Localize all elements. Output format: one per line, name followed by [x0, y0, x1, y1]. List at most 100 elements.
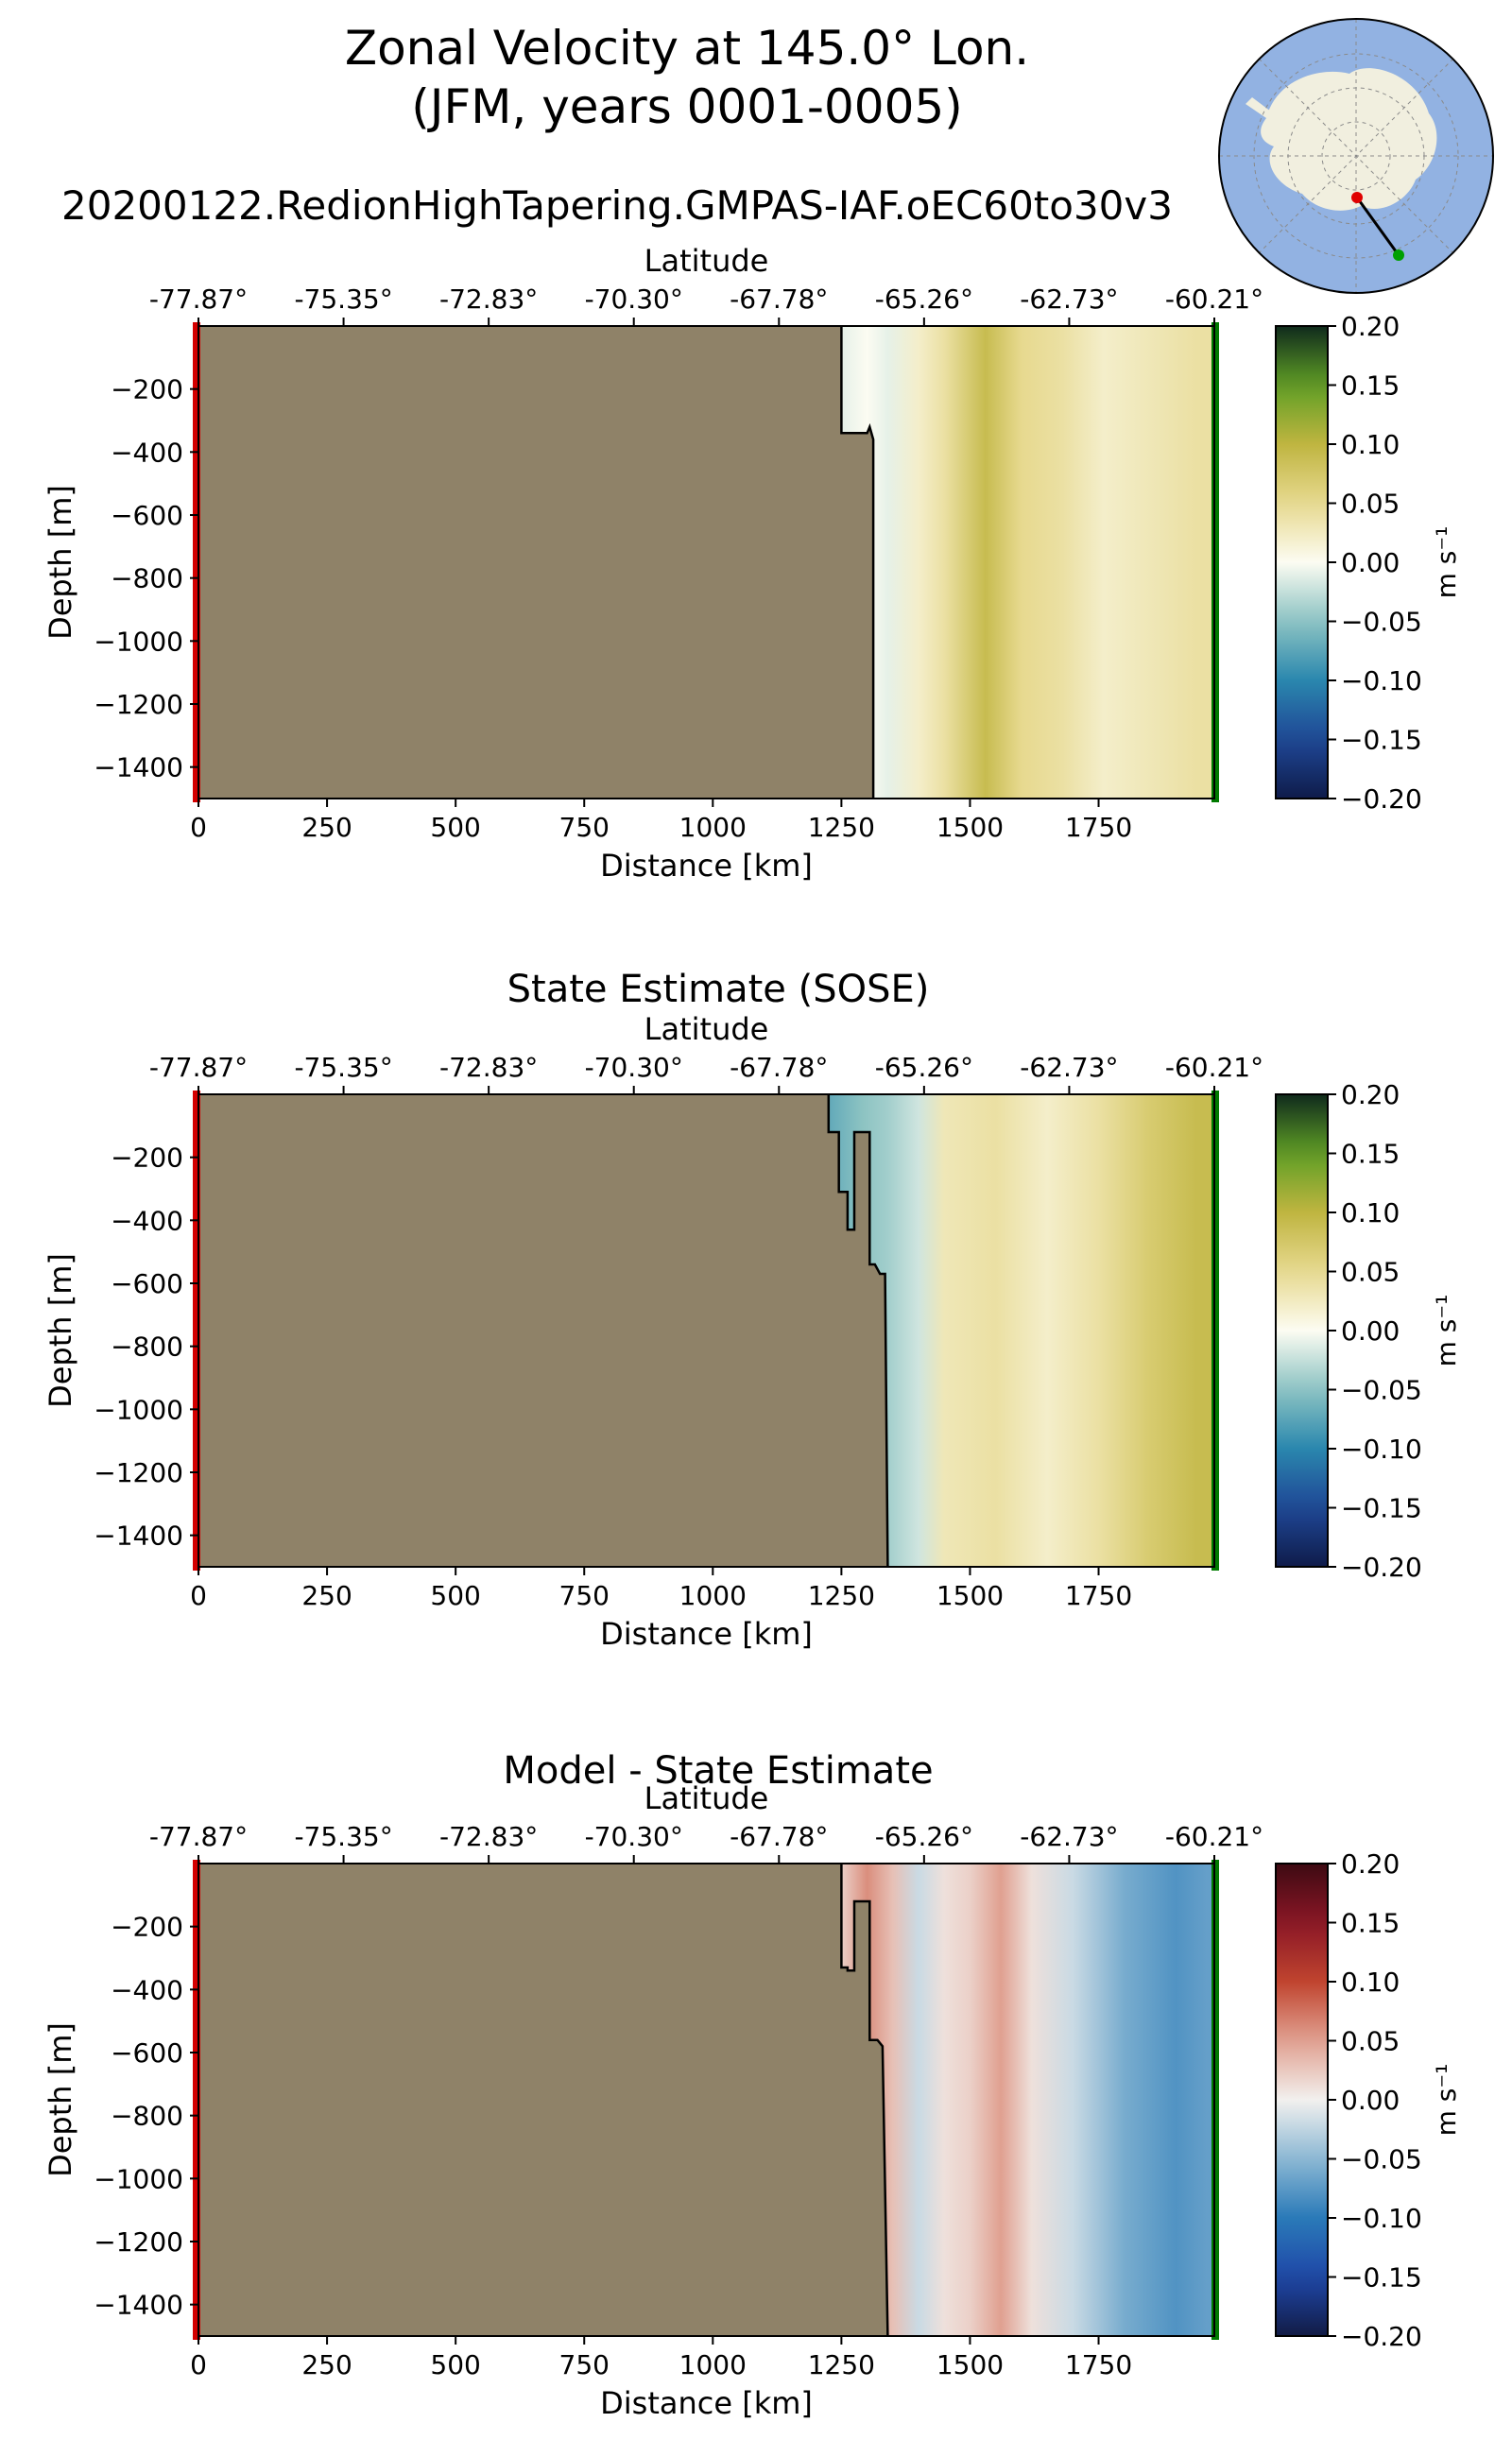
figure-title-line2: (JFM, years 0001-0005): [411, 79, 962, 134]
x-tick-label: 1000: [679, 1580, 747, 1611]
top-axis-label: Latitude: [644, 1780, 769, 1816]
colorbar-tick-label: −0.10: [1341, 2203, 1422, 2234]
y-tick-label: −1400: [94, 2290, 183, 2321]
colorbar-tick-label: −0.05: [1341, 1375, 1422, 1406]
colorbar-tick-label: 0.00: [1341, 547, 1400, 578]
latitude-tick-label: -62.73°: [1020, 284, 1118, 315]
colorbar-tick-label: 0.10: [1341, 1197, 1400, 1228]
y-tick-label: −1200: [94, 2226, 183, 2258]
latitude-tick-label: -67.78°: [730, 1821, 828, 1852]
x-tick-label: 1250: [808, 812, 875, 843]
colorbar: [1275, 325, 1329, 799]
plot-frame: [198, 325, 1215, 799]
y-tick-label: −200: [111, 374, 183, 405]
top-axis-label: Latitude: [644, 243, 769, 279]
x-tick-label: 1500: [936, 812, 1004, 843]
latitude-tick-label: -70.30°: [585, 284, 683, 315]
colorbar-tick-label: 0.20: [1341, 1079, 1400, 1110]
sose-panel-title: State Estimate (SOSE): [507, 968, 930, 1011]
latitude-tick-label: -60.21°: [1165, 1821, 1263, 1852]
x-tick-label: 750: [559, 1580, 610, 1611]
y-tick-label: −800: [111, 563, 183, 594]
map-border: [1218, 18, 1494, 294]
y-tick-label: −1400: [94, 1521, 183, 1552]
map-transect-start-point: [1351, 192, 1363, 203]
colorbar-label: m s⁻¹: [1431, 2064, 1462, 2137]
y-tick-label: −1200: [94, 1457, 183, 1488]
y-tick-label: −400: [111, 1205, 183, 1236]
y-tick-label: −800: [111, 2101, 183, 2132]
y-tick-label: −400: [111, 437, 183, 468]
colorbar-tick-label: −0.20: [1341, 783, 1422, 815]
land-boundary-line: [840, 326, 875, 799]
y-tick-label: −600: [111, 2037, 183, 2069]
colorbar-tick-label: 0.00: [1341, 2085, 1400, 2116]
colorbar-tick-label: −0.05: [1341, 2144, 1422, 2175]
latitude-tick-label: -65.26°: [875, 284, 973, 315]
x-tick-label: 0: [190, 1580, 207, 1611]
y-tick-label: −600: [111, 1268, 183, 1299]
x-tick-label: 1250: [808, 1580, 875, 1611]
colorbar-tick-label: −0.10: [1341, 1434, 1422, 1465]
colorbar: [1275, 1093, 1329, 1568]
y-tick-label: −1000: [94, 2163, 183, 2194]
colorbar-tick-label: 0.20: [1341, 1848, 1400, 1880]
colorbar-label: m s⁻¹: [1431, 526, 1462, 599]
y-tick-label: −1000: [94, 1394, 183, 1425]
y-tick-label: −1400: [94, 752, 183, 783]
colorbar-tick-label: 0.15: [1341, 370, 1400, 402]
latitude-tick-label: -67.78°: [730, 284, 828, 315]
colorbar-tick-label: −0.15: [1341, 1493, 1422, 1524]
x-tick-label: 500: [430, 2349, 480, 2380]
difference-panel-title: Model - State Estimate: [503, 1749, 933, 1793]
map-gridlines: [1219, 19, 1493, 293]
antarctica-locator-map-icon: [1218, 18, 1494, 294]
x-tick-label: 500: [430, 1580, 480, 1611]
colorbar-tick-label: −0.10: [1341, 665, 1422, 696]
x-tick-label: 250: [301, 1580, 352, 1611]
land-boundary-line: [840, 1864, 889, 2337]
land-boundary-line: [827, 1094, 889, 1568]
difference-panel: Model - State Estimate 0 250 500 750 1000 125…: [43, 1749, 1462, 2421]
y-tick-label: −400: [111, 1974, 183, 2005]
latitude-tick-label: -77.87°: [149, 1821, 248, 1852]
colorbar-tick-label: 0.20: [1341, 311, 1400, 342]
colorbar-tick-label: −0.05: [1341, 607, 1422, 638]
latitude-tick-label: -70.30°: [585, 1052, 683, 1083]
x-tick-label: 750: [559, 2349, 610, 2380]
y-tick-label: −800: [111, 1332, 183, 1363]
colorbar-tick-label: −0.15: [1341, 725, 1422, 756]
x-tick-label: 0: [190, 812, 207, 843]
map-antarctica-land: [1246, 68, 1437, 211]
y-axis-label: Depth [m]: [43, 2022, 78, 2177]
latitude-tick-label: -62.73°: [1020, 1052, 1118, 1083]
x-tick-label: 1500: [936, 1580, 1004, 1611]
latitude-tick-label: -70.30°: [585, 1821, 683, 1852]
x-tick-label: 1750: [1065, 1580, 1132, 1611]
y-tick-label: −1200: [94, 689, 183, 720]
land-mask: [198, 1864, 888, 2336]
colorbar-tick-label: 0.00: [1341, 1315, 1400, 1347]
colorbar-tick-label: 0.15: [1341, 1139, 1400, 1170]
x-axis-label: Distance [km]: [600, 848, 813, 884]
latitude-tick-label: -77.87°: [149, 1052, 248, 1083]
run-name-title: 20200122.RedionHighTapering.GMPAS-IAF.oE…: [61, 182, 1173, 229]
latitude-tick-label: -60.21°: [1165, 284, 1263, 315]
plot-frame: [198, 1093, 1215, 1568]
latitude-tick-label: -77.87°: [149, 284, 248, 315]
x-tick-label: 1750: [1065, 812, 1132, 843]
colorbar-tick-label: 0.05: [1341, 1257, 1400, 1288]
x-tick-label: 1000: [679, 2349, 747, 2380]
x-tick-label: 250: [301, 812, 352, 843]
latitude-tick-label: -72.83°: [439, 1052, 538, 1083]
figure-title-line1: Zonal Velocity at 145.0° Lon.: [345, 21, 1029, 76]
model-panel: 0 250 500 750 1000 1250 1500 1750 Distance [km] -…: [43, 243, 1462, 884]
latitude-tick-label: -62.73°: [1020, 1821, 1118, 1852]
x-tick-label: 750: [559, 812, 610, 843]
latitude-tick-label: -60.21°: [1165, 1052, 1263, 1083]
colorbar-tick-label: −0.20: [1341, 1552, 1422, 1583]
sose-panel: State Estimate (SOSE) 0 250 500 750 1000 1250…: [43, 968, 1462, 1652]
colorbar: [1275, 1863, 1329, 2337]
colorbar-tick-label: 0.05: [1341, 489, 1400, 520]
colorbar-tick-label: −0.20: [1341, 2321, 1422, 2352]
